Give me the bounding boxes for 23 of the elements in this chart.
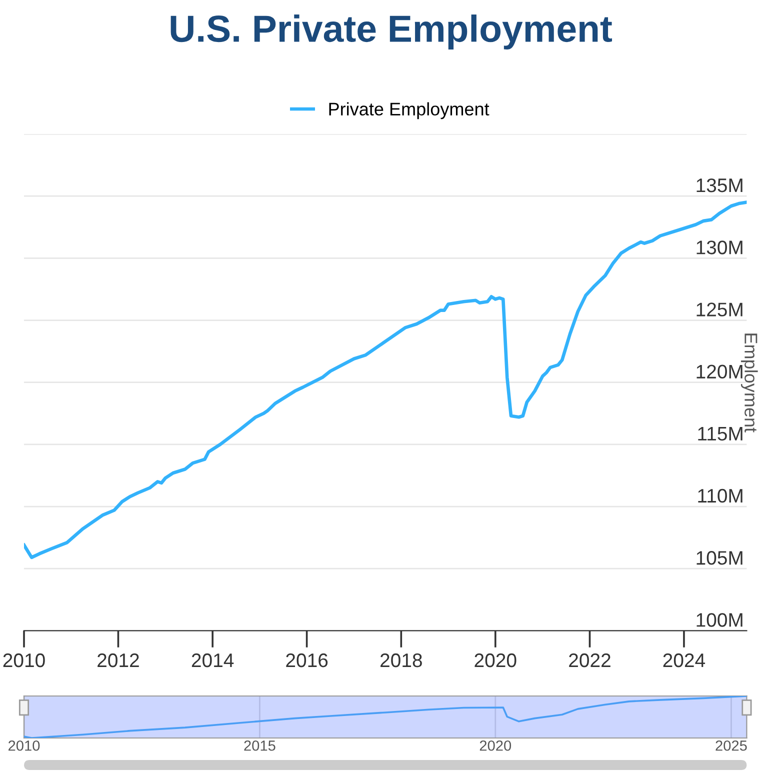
x-tick-label: 2018	[380, 653, 422, 668]
x-tick-label: 2025	[716, 740, 747, 751]
x-tick-label: 2022	[569, 653, 610, 668]
x-tick-label: 2014	[192, 653, 234, 668]
x-tick-label: 2015	[244, 740, 276, 751]
y-axis-title: Employment	[740, 334, 758, 432]
chart-title: U.S. Private Employment	[170, 14, 612, 50]
x-tick-label: 2024	[663, 653, 706, 668]
y-tick-label: 110M	[698, 488, 742, 503]
x-tick-label: 2010	[3, 653, 45, 668]
y-tick-label: 120M	[696, 364, 742, 379]
y-tick-label: 100M	[696, 613, 742, 627]
x-tick-label: 2010	[8, 740, 40, 751]
x-tick-label: 2016	[286, 653, 328, 668]
y-tick-label: 135M	[696, 178, 742, 192]
x-tick-label: 2020	[480, 740, 512, 751]
legend-label: Private Employment	[329, 102, 490, 120]
x-tick-label: 2012	[98, 653, 139, 668]
y-tick-label: 105M	[696, 551, 742, 565]
x-tick-label: 2020	[474, 653, 516, 668]
y-tick-label: 125M	[696, 302, 742, 316]
y-tick-label: 130M	[696, 240, 742, 254]
y-tick-label: 115M	[698, 427, 742, 441]
